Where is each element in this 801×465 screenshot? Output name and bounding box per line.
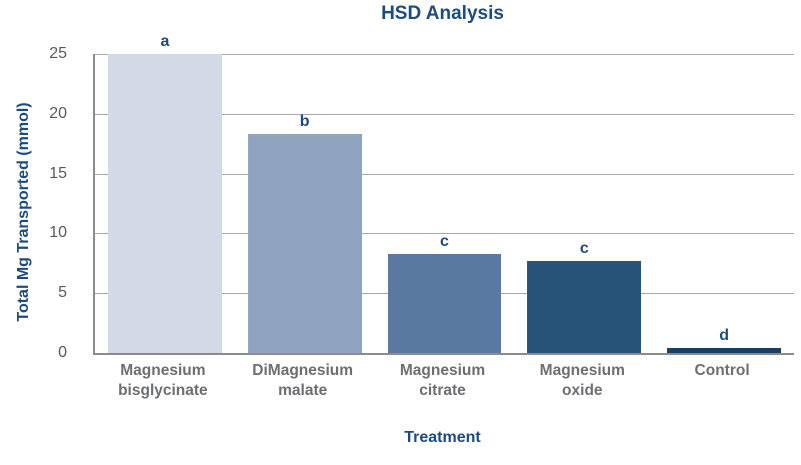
bar-magnesium-citrate [387, 253, 502, 353]
x-tick-label-line: DiMagnesium [252, 362, 354, 379]
y-tick-label: 5 [58, 284, 67, 302]
x-tick-label: Magnesium oxide [507, 361, 657, 401]
y-tick-label: 25 [49, 45, 67, 62]
x-tick-label-line: bisglycinate [118, 382, 208, 399]
gridline [95, 173, 794, 175]
x-tick-label: Control [647, 361, 797, 381]
gridline [95, 233, 794, 235]
significance-letter: c [440, 232, 449, 250]
x-tick-label-line: malate [278, 382, 328, 399]
x-tick-label-line: Magnesium [120, 362, 206, 379]
x-tick-label: DiMagnesium malate [228, 361, 378, 401]
significance-letter: d [719, 327, 729, 345]
x-tick-label: Magnesium citrate [368, 361, 518, 401]
significance-letter: c [579, 239, 589, 257]
y-axis-ticks: 0 5 10 15 20 25 [0, 45, 80, 361]
bar-dimagnesium-malate [247, 134, 362, 353]
y-tick-label: 15 [49, 164, 67, 182]
y-tick-label: 0 [58, 344, 67, 361]
significance-letter: b [299, 113, 310, 131]
plot-area: a b c c d [93, 34, 794, 355]
y-tick-label: 10 [49, 224, 67, 242]
gridline [95, 113, 794, 115]
x-tick-label-line: oxide [562, 382, 603, 399]
y-tick-label: 20 [49, 104, 67, 122]
significance-letter: a [160, 33, 170, 50]
x-tick-label: Magnesium bisglycinate [88, 361, 238, 401]
gridline [95, 54, 794, 55]
bar-magnesium-oxide [527, 260, 642, 353]
bar-control [667, 348, 782, 353]
x-tick-label-line: Control [694, 362, 750, 379]
bar-magnesium-bisglycinate [107, 54, 222, 353]
x-tick-label-line: citrate [419, 382, 466, 399]
x-tick-label-line: Magnesium [399, 362, 486, 379]
x-axis-title: Treatment [404, 429, 481, 446]
x-tick-label-line: Magnesium [539, 362, 625, 379]
x-axis-labels: Magnesium bisglycinate DiMagnesium malate Ma… [93, 361, 792, 407]
chart-title: HSD Analysis [381, 3, 504, 24]
